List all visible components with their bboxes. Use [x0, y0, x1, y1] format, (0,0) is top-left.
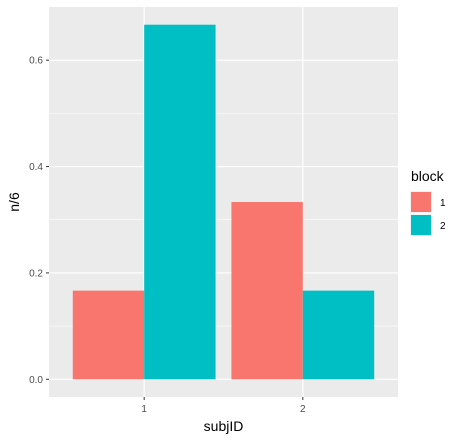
bars [72, 24, 375, 380]
legend-label-2: 2 [440, 221, 446, 232]
y-tick-label: 0.4 [29, 162, 43, 173]
y-tick-label: 0.0 [29, 375, 43, 386]
x-tick-label: 1 [141, 404, 147, 415]
x-axis-title: subjID [204, 418, 244, 434]
y-tick-label: 0.6 [29, 56, 43, 67]
legend: block 1 2 [410, 168, 446, 236]
legend-title: block [411, 168, 445, 184]
bar-subj-1-block-2 [144, 24, 216, 380]
bar-subj-2-block-2 [302, 290, 375, 380]
y-tick-label: 0.2 [29, 268, 43, 279]
y-axis-title: n/6 [6, 192, 22, 212]
legend-swatch-2 [411, 215, 431, 235]
bar-subj-2-block-1 [231, 202, 303, 380]
bar-subj-1-block-1 [72, 290, 145, 380]
legend-swatch-1 [411, 192, 431, 212]
y-axis-ticks: 0.0 0.2 0.4 0.6 [29, 56, 49, 386]
legend-label-1: 1 [440, 198, 446, 209]
x-tick-label: 2 [300, 404, 306, 415]
